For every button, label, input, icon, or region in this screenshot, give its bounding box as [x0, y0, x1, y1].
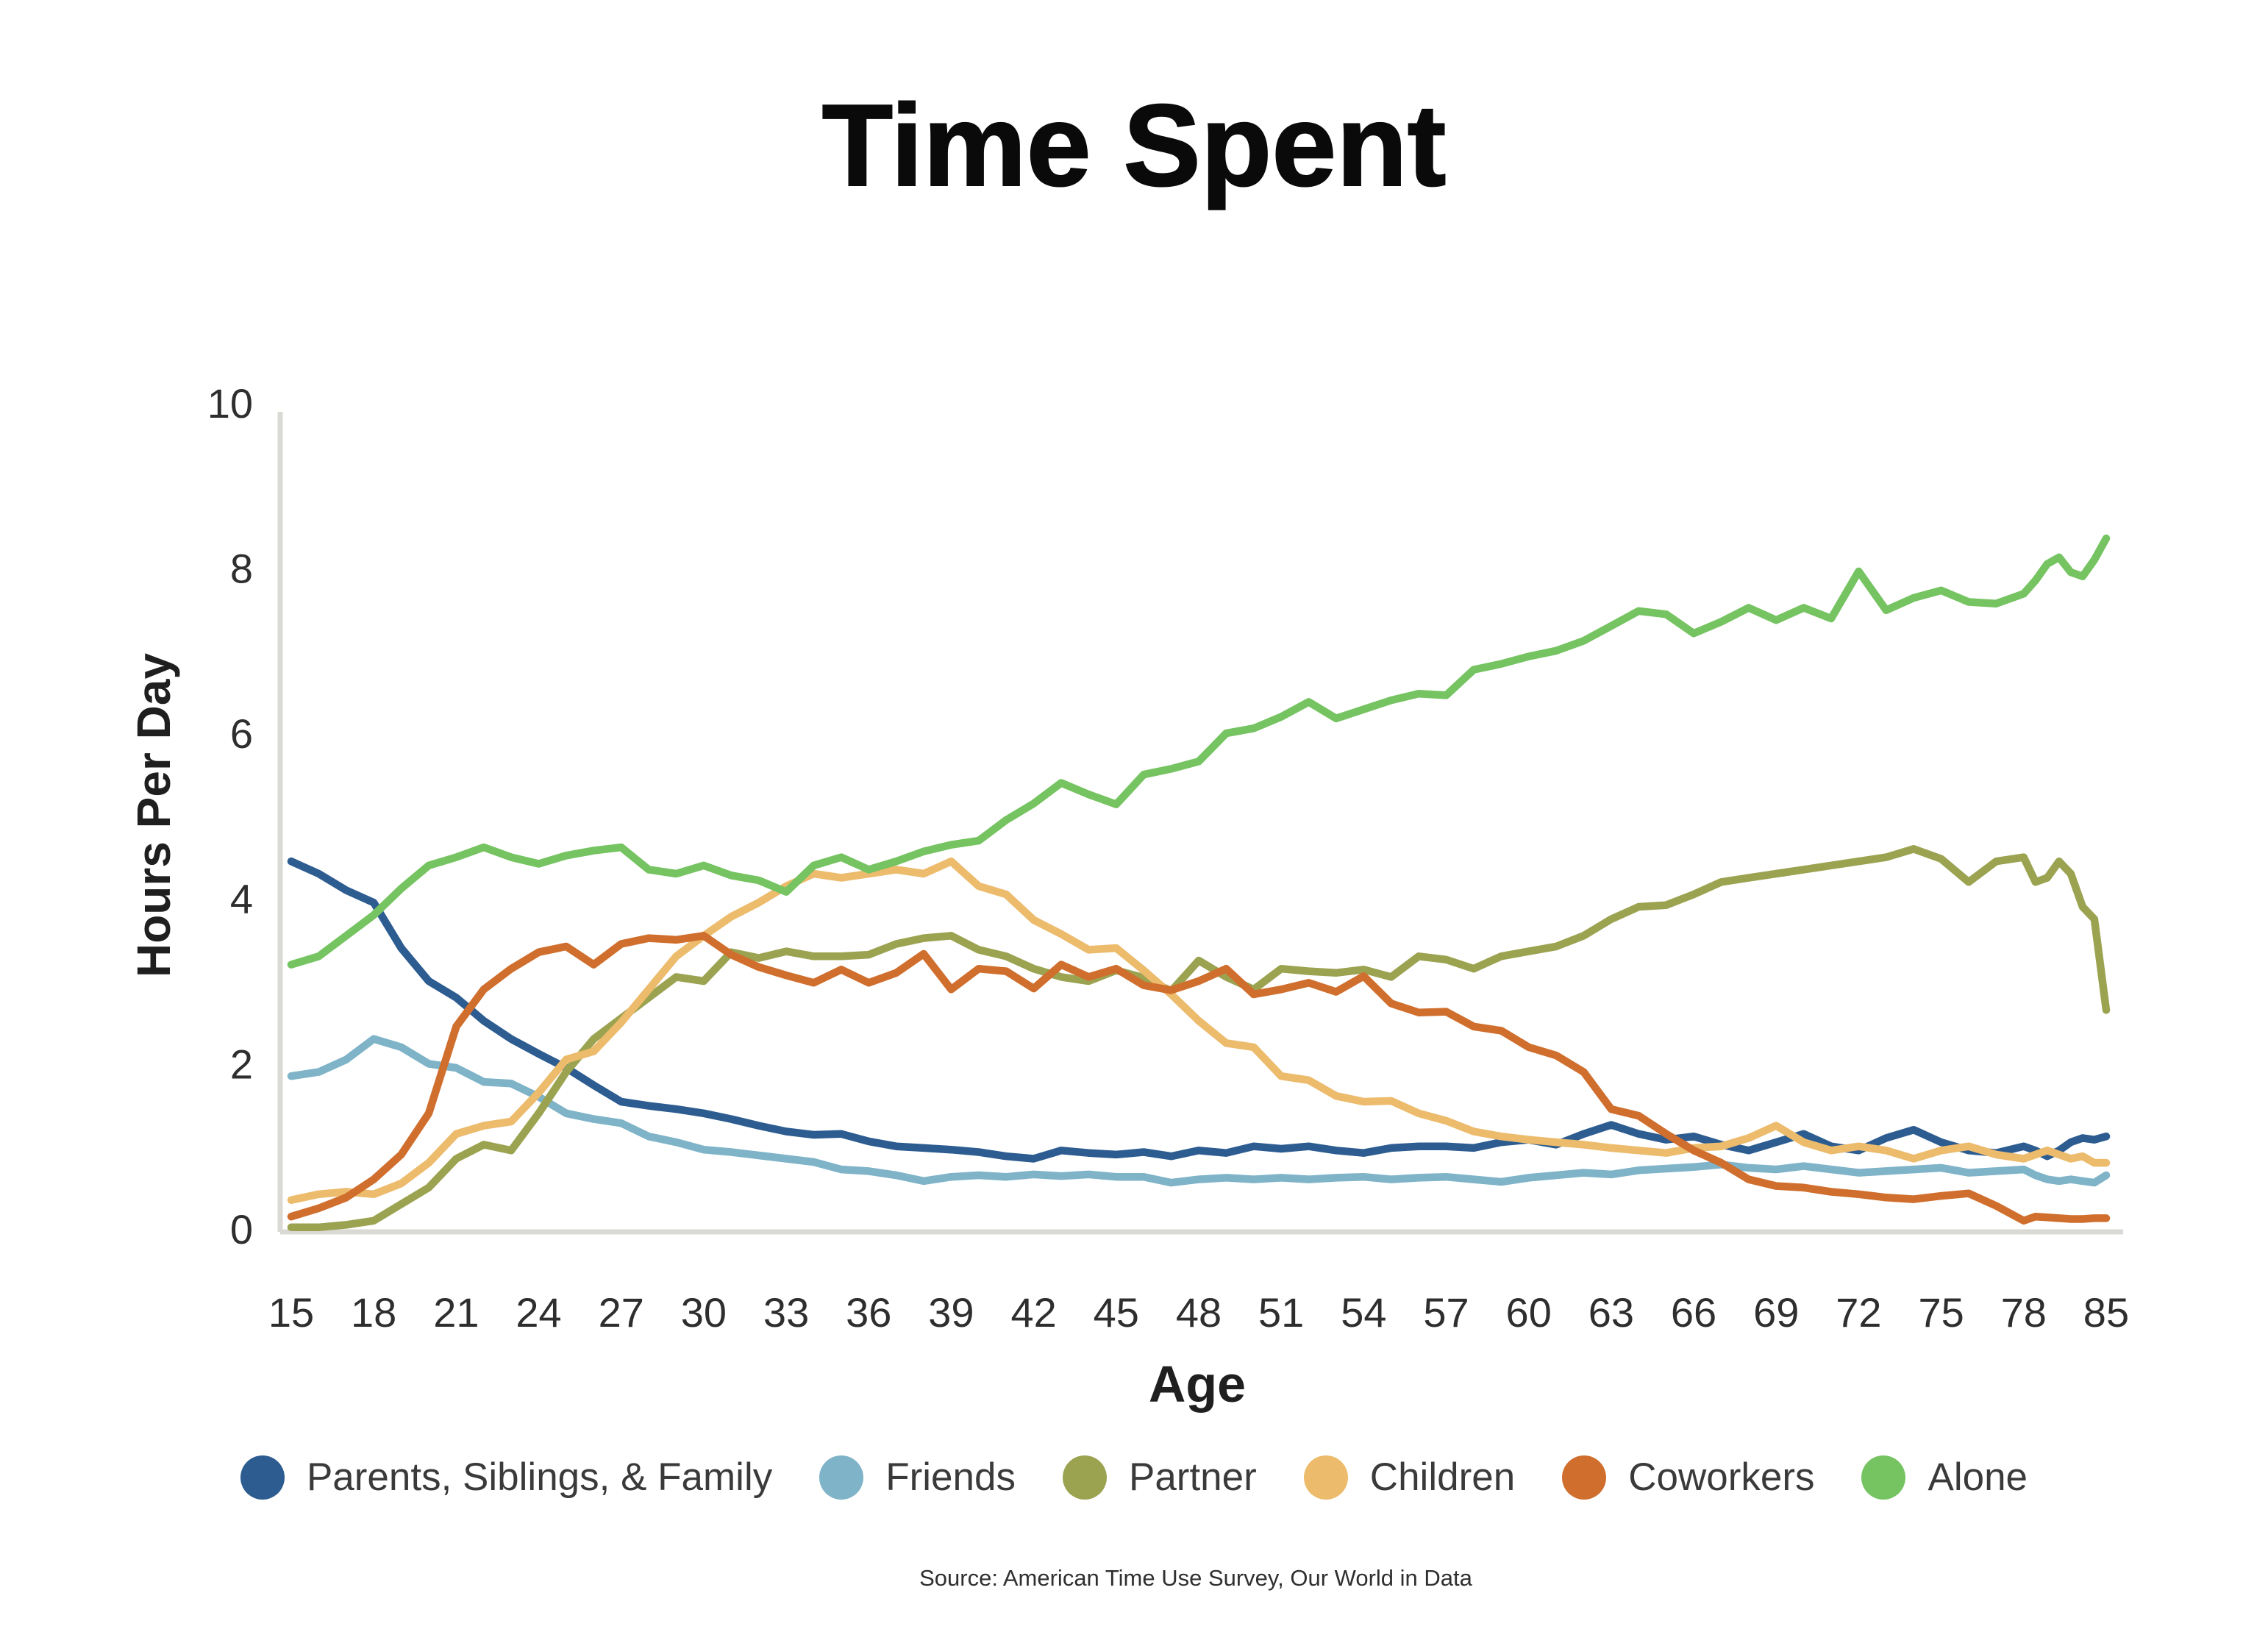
legend-label: Children: [1369, 1455, 1516, 1499]
x-tick-label: 48: [1176, 1289, 1222, 1336]
x-tick-label: 66: [1671, 1289, 1716, 1336]
legend-dot-partner: [1062, 1455, 1107, 1500]
x-tick-label: 42: [1010, 1289, 1056, 1336]
x-tick-label: 15: [268, 1289, 314, 1336]
legend: Parents, Siblings, & Family Friends Partne…: [0, 1455, 2268, 1500]
series-line-friends: [287, 1035, 2111, 1187]
axes: [277, 412, 2123, 1235]
y-tick-label: 0: [230, 1206, 253, 1252]
y-tick-label: 10: [207, 380, 253, 427]
x-tick-label: 75: [1918, 1289, 1964, 1336]
legend-label: Partner: [1128, 1455, 1257, 1499]
x-tick-label: 57: [1423, 1289, 1469, 1336]
source-note: Source: American Time Use Survey, Our Wo…: [919, 1565, 1472, 1591]
x-tick-label: 72: [1836, 1289, 1881, 1336]
legend-dot-friends: [819, 1455, 864, 1500]
x-tick-label: 21: [433, 1289, 479, 1336]
y-tick-label: 2: [230, 1041, 253, 1087]
series-line-alone: [287, 534, 2111, 969]
x-tick-label: 54: [1341, 1289, 1386, 1336]
chart-title: Time Spent: [821, 80, 1447, 211]
y-tick-label: 4: [230, 876, 253, 922]
series-line-coworkers: [287, 932, 2111, 1225]
x-axis-title: Age: [1148, 1355, 1247, 1413]
legend-dot-coworkers: [1562, 1455, 1607, 1500]
legend-label: Coworkers: [1628, 1455, 1815, 1499]
legend-item-alone: Alone: [1861, 1455, 2028, 1500]
legend-dot-parents-siblings-family: [240, 1455, 285, 1500]
x-tick-label: 69: [1753, 1289, 1799, 1336]
series-lines: [287, 534, 2111, 1232]
x-tick-label: 60: [1506, 1289, 1552, 1336]
legend-label: Friends: [885, 1455, 1016, 1499]
x-tick-label: 27: [599, 1289, 644, 1336]
legend-item-coworkers: Coworkers: [1562, 1455, 1814, 1500]
legend-item-parents-siblings-family: Parents, Siblings, & Family: [240, 1455, 772, 1500]
series-line-parents-siblings-family: [287, 857, 2111, 1163]
x-tick-label: 85: [2083, 1289, 2129, 1336]
legend-label: Alone: [1928, 1455, 2028, 1499]
legend-item-partner: Partner: [1062, 1455, 1257, 1500]
legend-item-friends: Friends: [819, 1455, 1016, 1500]
y-tick-label: 6: [230, 710, 253, 757]
x-tick-label: 78: [2001, 1289, 2047, 1336]
legend-dot-alone: [1861, 1455, 1906, 1500]
x-tick-label: 39: [928, 1289, 974, 1336]
x-tick-label: 18: [351, 1289, 396, 1336]
series-line-children: [287, 857, 2111, 1204]
legend-label: Parents, Siblings, & Family: [306, 1455, 773, 1499]
x-tick-label: 24: [516, 1289, 561, 1336]
legend-dot-children: [1303, 1455, 1348, 1500]
x-tick-label: 51: [1258, 1289, 1304, 1336]
x-tick-label: 33: [763, 1289, 809, 1336]
x-tick-label: 36: [846, 1289, 891, 1336]
x-tick-label: 63: [1588, 1289, 1634, 1336]
y-tick-label: 8: [230, 545, 253, 591]
legend-item-children: Children: [1303, 1455, 1516, 1500]
x-tick-label: 45: [1094, 1289, 1139, 1336]
x-tick-label: 30: [681, 1289, 727, 1336]
